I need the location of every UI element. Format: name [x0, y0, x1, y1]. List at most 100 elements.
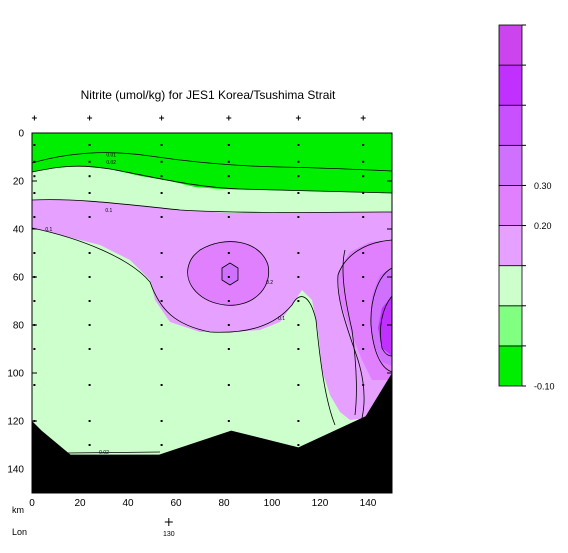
- core-peak-region: [222, 263, 238, 285]
- y-tick-label: 100: [7, 369, 24, 380]
- colorbar-tick-label: 0.30: [534, 181, 552, 191]
- sample-point: [227, 384, 230, 386]
- top-station-ticks: [31, 115, 366, 121]
- sample-point: [297, 144, 300, 146]
- sample-point: [362, 420, 365, 422]
- sample-point: [227, 300, 230, 302]
- plot-area: 0.010.020.10.10.20.10.02: [32, 133, 392, 493]
- sample-point: [227, 216, 230, 218]
- y-tick-label: 120: [7, 417, 24, 428]
- sample-point: [88, 216, 91, 218]
- plot-frame: [31, 132, 393, 494]
- contour-label: 0.01: [106, 153, 116, 159]
- contour-line: [221, 262, 239, 286]
- sample-point: [88, 384, 91, 386]
- sample-point: [227, 276, 230, 278]
- contour-line: [380, 295, 392, 357]
- x-tick-label: 20: [74, 498, 86, 509]
- sample-point: [227, 444, 230, 446]
- colorbar: -0.10 0.20 0.30: [498, 24, 555, 392]
- sample-point: [33, 216, 36, 218]
- sample-point: [33, 300, 36, 302]
- colorbar-band: [498, 265, 523, 307]
- sample-point: [362, 300, 365, 302]
- y-tick-label: 60: [13, 273, 25, 284]
- sample-point: [160, 252, 163, 254]
- sample-point: [88, 420, 91, 422]
- colorbar-band: [498, 345, 523, 387]
- sample-point: [33, 252, 36, 254]
- sample-point: [160, 160, 163, 163]
- sample-point: [88, 192, 91, 194]
- sample-point: [297, 252, 300, 254]
- contour-line: [337, 239, 392, 419]
- contour-line: [342, 249, 357, 416]
- sample-point: [362, 175, 365, 178]
- sample-point: [297, 276, 300, 278]
- sample-point: [362, 384, 365, 386]
- y-tick-label: 40: [13, 225, 25, 236]
- contour-label: 0.1: [278, 316, 285, 322]
- colorbar-band: [498, 305, 523, 347]
- sample-point: [297, 444, 300, 446]
- sample-point: [362, 144, 365, 146]
- contour-label-group: 0.010.020.10.10.20.10.02: [45, 153, 285, 457]
- chart-title: Nitrite (umol/kg) for JES1 Korea/Tsushim…: [81, 88, 336, 102]
- colorbar-band: [498, 64, 523, 106]
- sample-point: [88, 144, 91, 146]
- sample-point: [227, 160, 230, 163]
- colorbar-tick-label: -0.10: [534, 382, 555, 392]
- x-tick-label: 40: [122, 498, 134, 509]
- sample-point: [160, 420, 163, 422]
- sample-point: [160, 444, 163, 446]
- sample-point: [362, 444, 365, 446]
- sample-point: [160, 348, 163, 350]
- sample-point: [88, 444, 91, 446]
- sample-point: [227, 144, 230, 146]
- x-tick-label: 100: [264, 498, 281, 509]
- sample-point: [88, 175, 91, 178]
- contour-line: [370, 267, 392, 373]
- contour-label: 0.02: [99, 450, 109, 456]
- sample-point: [33, 160, 36, 163]
- sample-point: [297, 216, 300, 218]
- colorbar-band: [498, 104, 523, 146]
- sample-point: [33, 384, 36, 386]
- y-tick-label: 140: [7, 465, 24, 476]
- contour-line: [32, 165, 392, 194]
- lon-axis: 130: [163, 518, 175, 538]
- sample-point: [297, 175, 300, 178]
- sample-point: [227, 348, 230, 350]
- sample-point: [362, 192, 365, 194]
- x-tick-label: 140: [360, 498, 377, 509]
- x-tick-label: 0: [29, 498, 35, 509]
- colorbar-band: [498, 185, 523, 226]
- sample-point: [362, 216, 365, 218]
- sample-point: [33, 192, 36, 194]
- sample-point: [362, 276, 365, 278]
- sample-point: [297, 324, 300, 326]
- x-axis: 0 20 40 60 80 100 120 140: [29, 488, 377, 509]
- sample-point: [88, 276, 91, 278]
- lon-axis-label: Lon: [12, 527, 27, 537]
- seafloor-bathymetry: [32, 373, 392, 493]
- sample-point: [88, 300, 91, 302]
- sample-point: [33, 348, 36, 350]
- sample-point: [160, 192, 163, 194]
- sample-point: [362, 252, 365, 254]
- x-axis-title: km: [12, 505, 24, 515]
- colorbar-tick-label: 0.20: [534, 221, 552, 231]
- lon-tick-label: 130: [163, 531, 175, 538]
- sample-point: [160, 144, 163, 146]
- sample-point: [227, 420, 230, 422]
- sample-point: [227, 324, 230, 326]
- x-tick-label: 80: [218, 498, 230, 509]
- sample-point: [33, 444, 36, 446]
- sample-point: [160, 300, 163, 302]
- sample-point: [160, 175, 163, 178]
- contour-line: [32, 227, 336, 426]
- sample-point: [227, 175, 230, 178]
- sample-point: [160, 384, 163, 386]
- contour-label: 0.1: [105, 208, 112, 214]
- sample-point: [88, 348, 91, 350]
